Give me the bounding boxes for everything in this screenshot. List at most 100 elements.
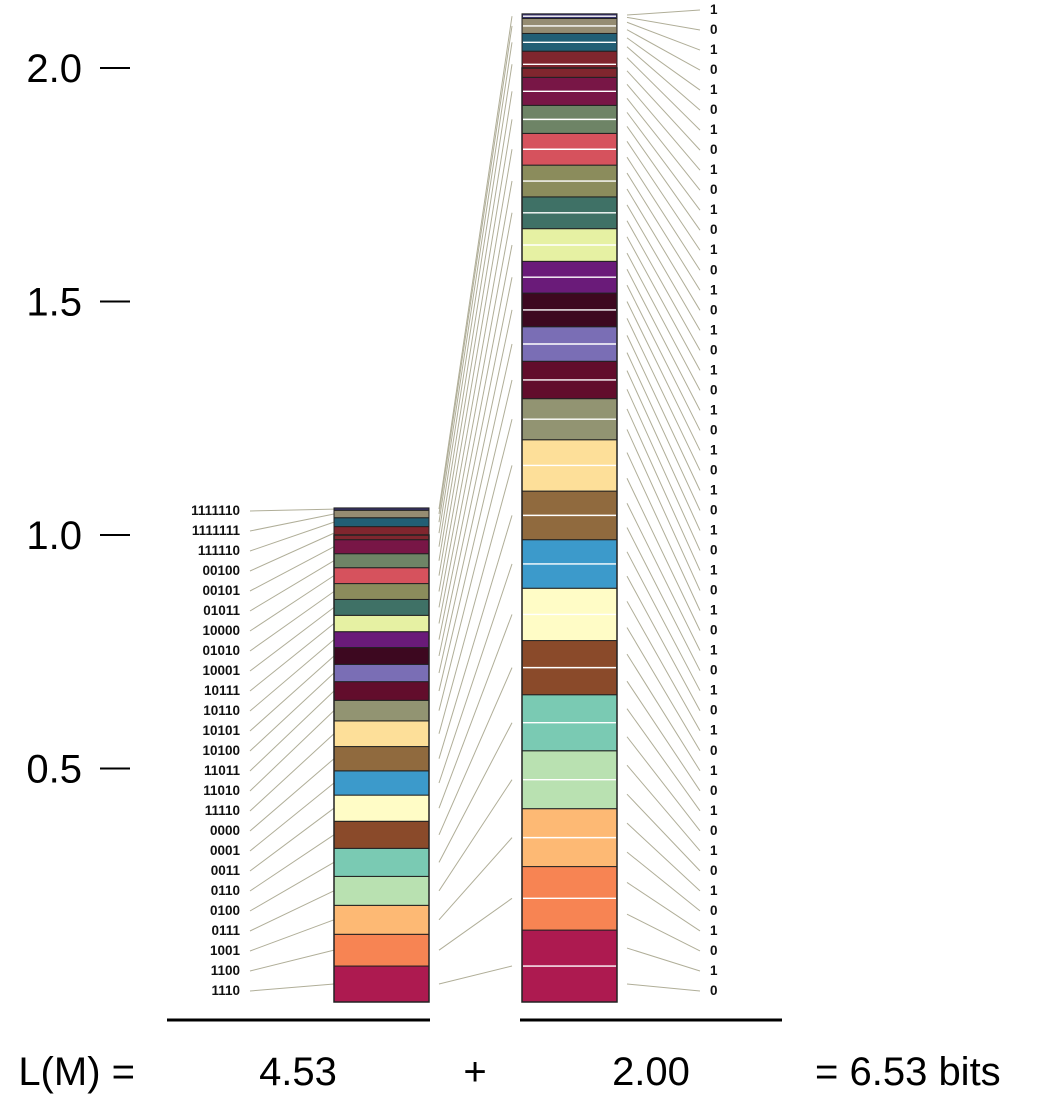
bit-connector [626, 57, 701, 131]
code-connector [249, 606, 335, 672]
segment-connector [438, 212, 513, 608]
bit-label: 1 [710, 683, 718, 698]
code-connector [249, 672, 335, 752]
code-connector [249, 782, 335, 852]
code-label: 00100 [202, 563, 240, 578]
bit-connector [626, 29, 701, 71]
model-bar-segment [333, 517, 430, 528]
bit-label: 0 [710, 342, 718, 357]
y-tick-label: 1.5 [26, 281, 82, 325]
segment-connector [438, 277, 513, 640]
bit-label: 0 [710, 583, 718, 598]
model-bar-segment [333, 567, 430, 585]
bit-label: 1 [710, 723, 718, 738]
model-bar-segment [333, 539, 430, 555]
segment-connector [438, 837, 513, 921]
bit-label: 1 [710, 42, 718, 57]
bit-label: 1 [710, 803, 718, 818]
bit-label: 0 [710, 543, 718, 558]
code-label: 111110 [198, 543, 240, 558]
code-connector [249, 983, 335, 992]
model-code-bar [333, 507, 430, 1003]
bit-label: 0 [710, 262, 718, 277]
bit-connector [626, 70, 701, 151]
code-label: 10110 [203, 703, 240, 718]
segment-connector [438, 244, 513, 624]
bit-label: 0 [710, 503, 718, 518]
model-bar-segment [333, 847, 430, 877]
segment-connector [438, 343, 513, 674]
bit-label: 0 [710, 222, 718, 237]
bit-label: 1 [710, 82, 718, 97]
code-connector [249, 508, 335, 512]
y-tick-label: 0.5 [26, 748, 82, 792]
segment-connector [438, 965, 513, 985]
segment-connector [438, 779, 513, 892]
bit-connector [626, 503, 701, 651]
total-bits: = 6.53 bits [815, 1050, 1001, 1094]
bit-label: 1 [710, 322, 718, 337]
model-bar-segment [333, 583, 430, 600]
code-labels: 1110 1100 1001 0111 0100 0110 0011 0001 0000 1111… [191, 503, 240, 998]
model-bar-segment [333, 681, 430, 701]
y-tick-label: 2.0 [26, 47, 82, 91]
code-connector [249, 710, 335, 792]
bit-labels: 0 1 0 1 0 1 0 1 0 1 0 1 0 1 0 1 0 1 0 1 0 1 0 1 0 1 0 1 0 1 0 1 0 1 0 1 0 1 0 1… [710, 2, 718, 998]
segment-connector [438, 419, 513, 711]
bit-connector [626, 236, 701, 371]
code-connector [249, 949, 335, 972]
bit-connector [626, 527, 701, 671]
bit-connector [626, 551, 701, 691]
model-bar-segment [333, 614, 430, 633]
segment-connector [438, 379, 513, 692]
bit-label: 1 [710, 282, 718, 297]
code-connector [249, 861, 335, 912]
bit-label: 0 [710, 302, 718, 317]
bit-connector [626, 882, 701, 932]
bit-label: 1 [710, 242, 718, 257]
bit-connector [626, 84, 701, 171]
bit-connector [626, 478, 701, 631]
model-bar-segment [333, 699, 430, 722]
bit-label: 0 [710, 783, 718, 798]
bit-connector [626, 188, 701, 311]
code-label: 1100 [211, 963, 240, 978]
bit-label: 1 [710, 923, 718, 938]
bit-label: 0 [710, 623, 718, 638]
code-label: 11010 [203, 783, 240, 798]
bit-connector [626, 141, 701, 251]
bit-label: 0 [710, 703, 718, 718]
model-bits-value: 4.53 [259, 1050, 337, 1094]
model-bar-segment [333, 746, 430, 772]
bit-label: 1 [710, 442, 718, 457]
code-connector [249, 690, 335, 772]
bit-connector [626, 301, 701, 451]
bit-label: 0 [710, 983, 718, 998]
code-label: 00101 [202, 583, 240, 598]
model-bar-segment [333, 820, 430, 849]
bit-connector [626, 172, 701, 291]
model-bar-segment [333, 794, 430, 822]
bit-label: 1 [710, 763, 718, 778]
segment-connector [438, 614, 513, 809]
code-connector [249, 560, 335, 612]
model-bar-segment [333, 526, 430, 541]
bit-connector [626, 653, 701, 772]
code-connector [249, 532, 335, 572]
code-connector [249, 807, 335, 872]
segment-connector [438, 91, 513, 547]
segment-connector [438, 16, 513, 510]
bit-label: 1 [710, 362, 718, 377]
bit-label: 1 [710, 523, 718, 538]
bit-connector [626, 204, 701, 331]
bit-connector [626, 37, 701, 91]
bit-connector [626, 220, 701, 351]
bit-label: 0 [710, 462, 718, 477]
bit-connector [626, 112, 701, 211]
bit-connector [626, 252, 701, 391]
model-bar-segment [333, 875, 430, 906]
code-connector [249, 639, 335, 712]
code-connector [249, 591, 335, 652]
data-code-bar [521, 13, 618, 1003]
